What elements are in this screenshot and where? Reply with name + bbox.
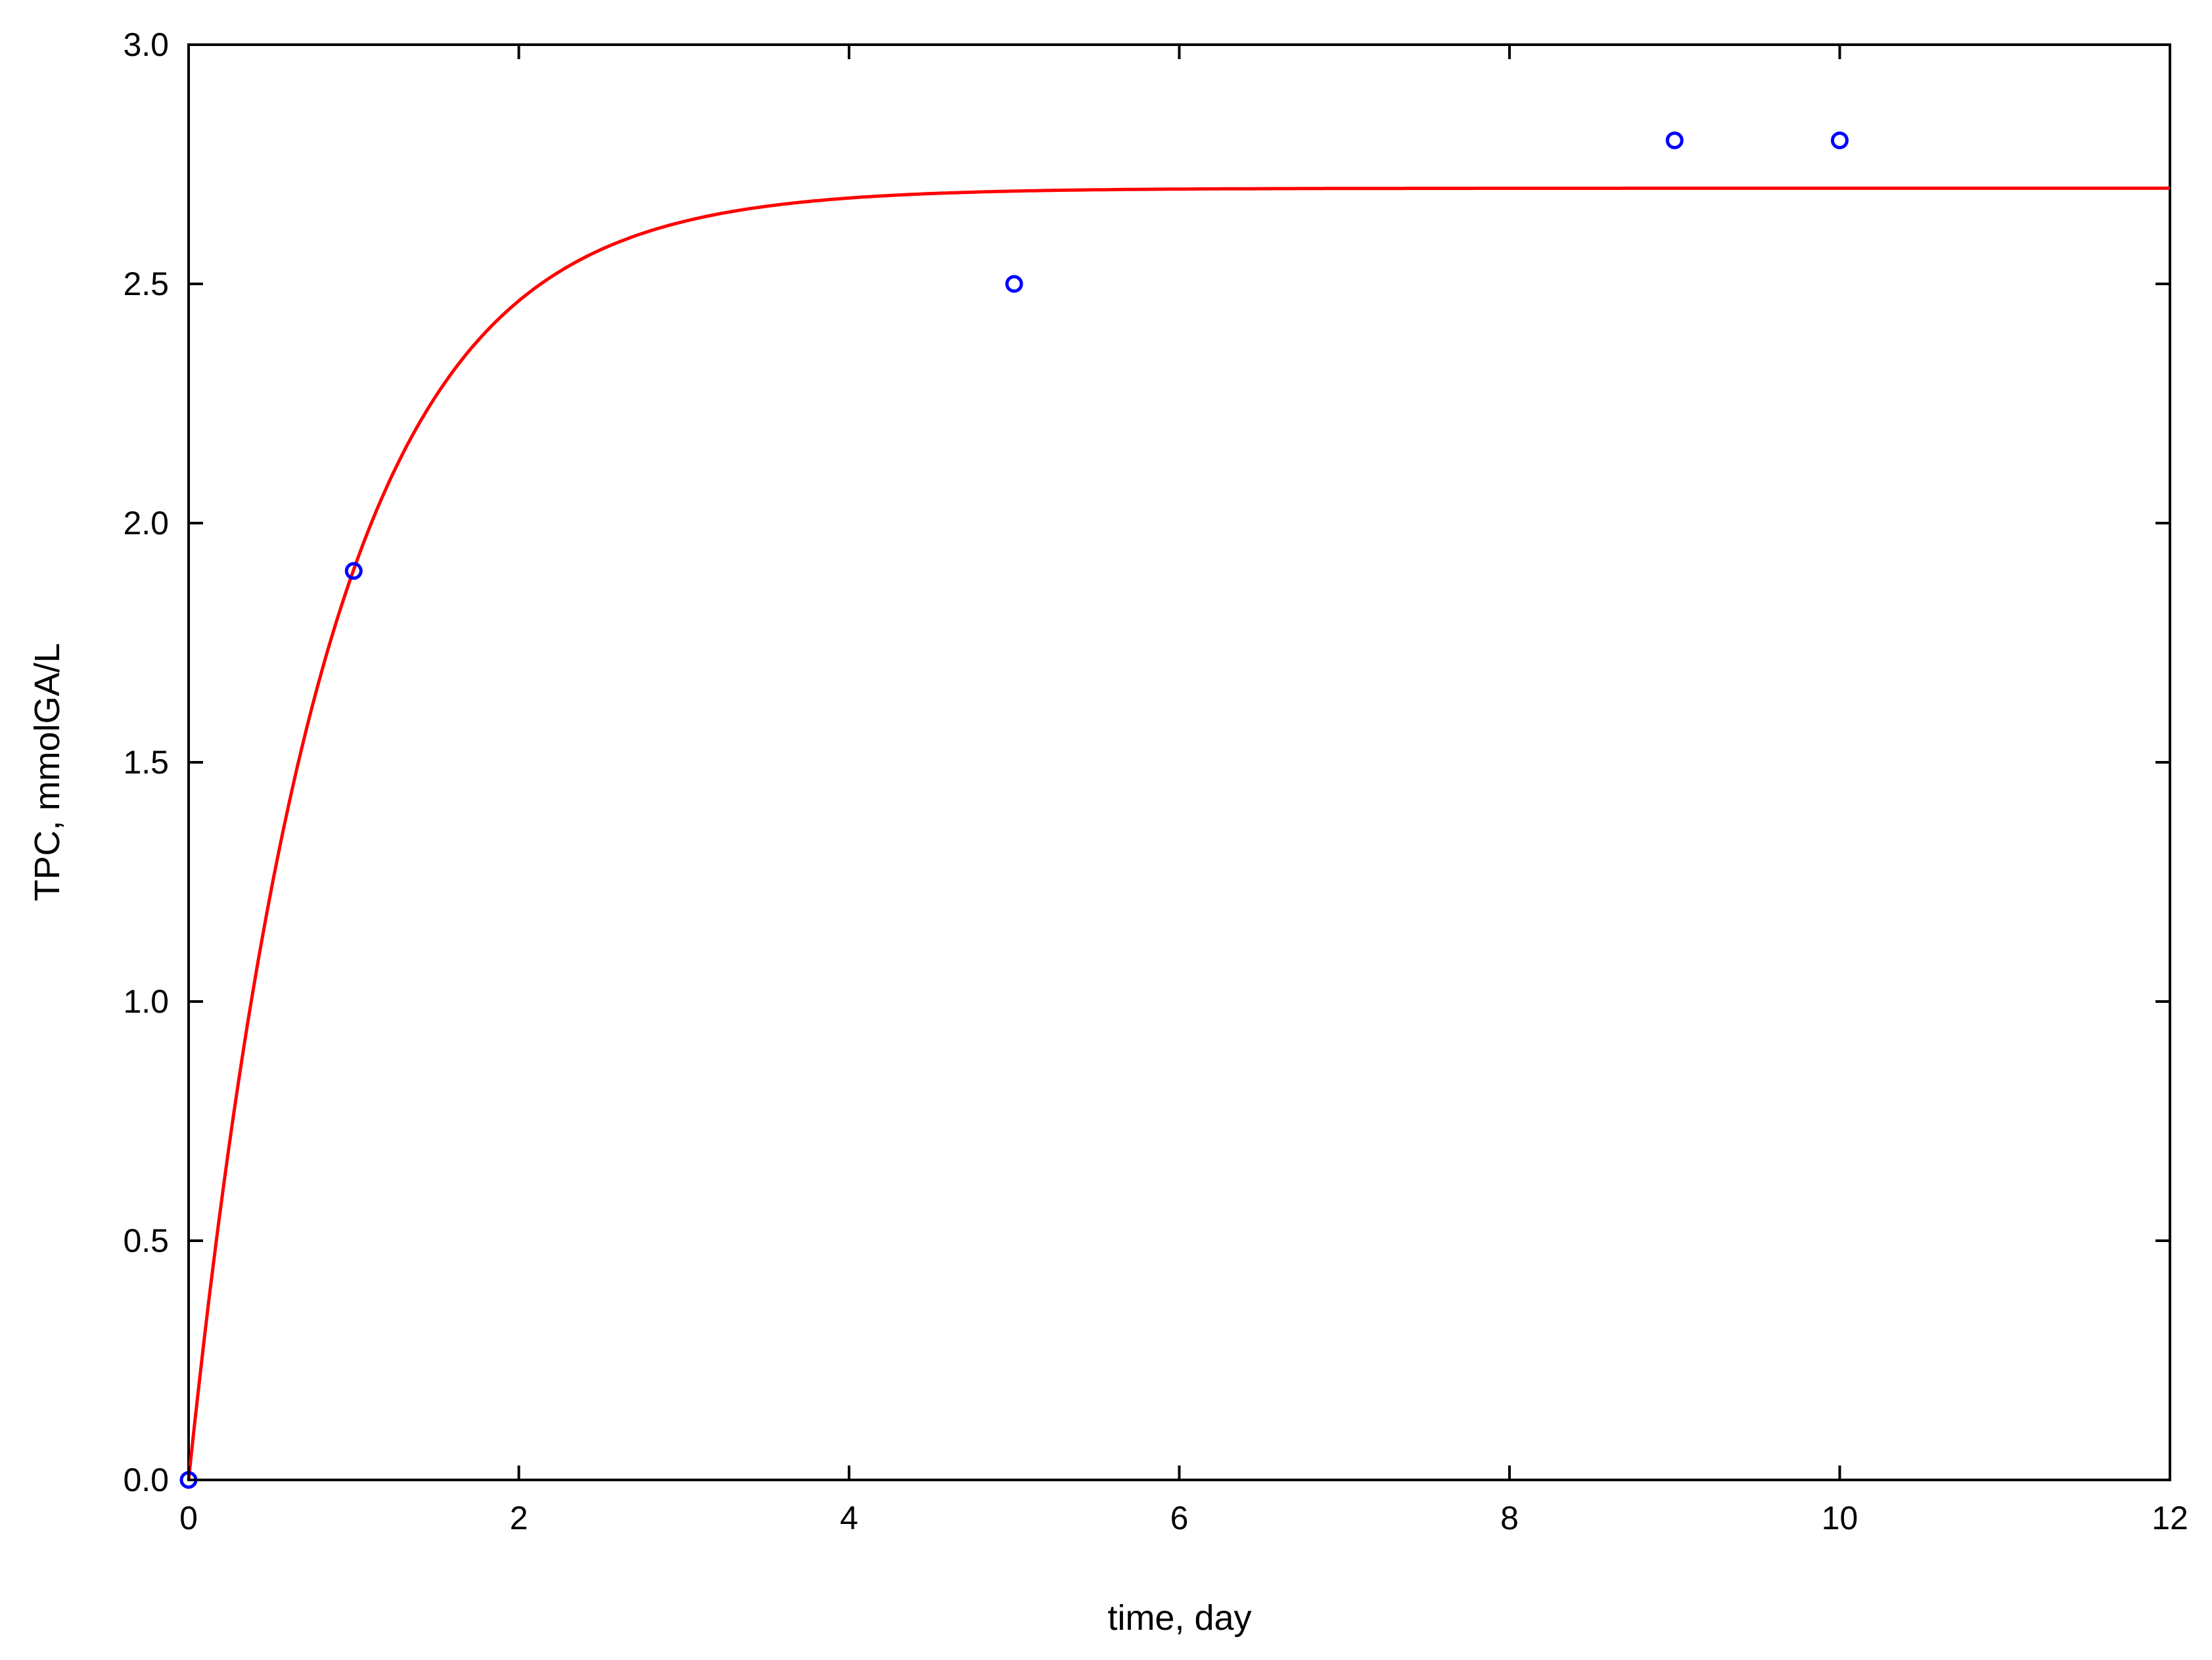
y-tick-label: 1.0 — [123, 983, 169, 1020]
data-points-layer — [179, 131, 1849, 1489]
x-tick-label: 6 — [1170, 1500, 1189, 1536]
plot-frame — [187, 43, 2171, 1481]
y-axis-ticks: 0.0 0.5 1.0 1.5 2.0 2.5 3.0 — [123, 26, 2170, 1498]
data-point — [1005, 275, 1023, 293]
y-tick-label: 3.0 — [123, 26, 169, 63]
y-tick-label: 2.5 — [123, 265, 169, 302]
x-tick-label: 0 — [179, 1500, 198, 1536]
y-tick-label: 1.5 — [123, 744, 169, 781]
x-tick-label: 8 — [1500, 1500, 1519, 1536]
x-axis-ticks: 0 2 4 6 8 10 12 — [179, 45, 2188, 1536]
x-tick-label: 12 — [2152, 1500, 2188, 1536]
plot-border — [187, 43, 2171, 1481]
data-point — [1665, 131, 1684, 150]
x-axis-label: time, day — [1107, 1598, 1251, 1638]
y-axis-label: TPC, mmolGA/L — [28, 643, 67, 901]
fit-curve-layer — [187, 186, 2170, 1481]
y-tick-label: 0.0 — [123, 1462, 169, 1498]
y-tick-label: 2.0 — [123, 505, 169, 542]
fit-curve — [187, 186, 2170, 1481]
y-tick-label: 0.5 — [123, 1222, 169, 1259]
data-point — [1831, 131, 1849, 150]
x-tick-label: 10 — [1822, 1500, 1858, 1536]
x-tick-label: 4 — [840, 1500, 858, 1536]
x-tick-label: 2 — [510, 1500, 528, 1536]
data-point — [344, 562, 363, 580]
